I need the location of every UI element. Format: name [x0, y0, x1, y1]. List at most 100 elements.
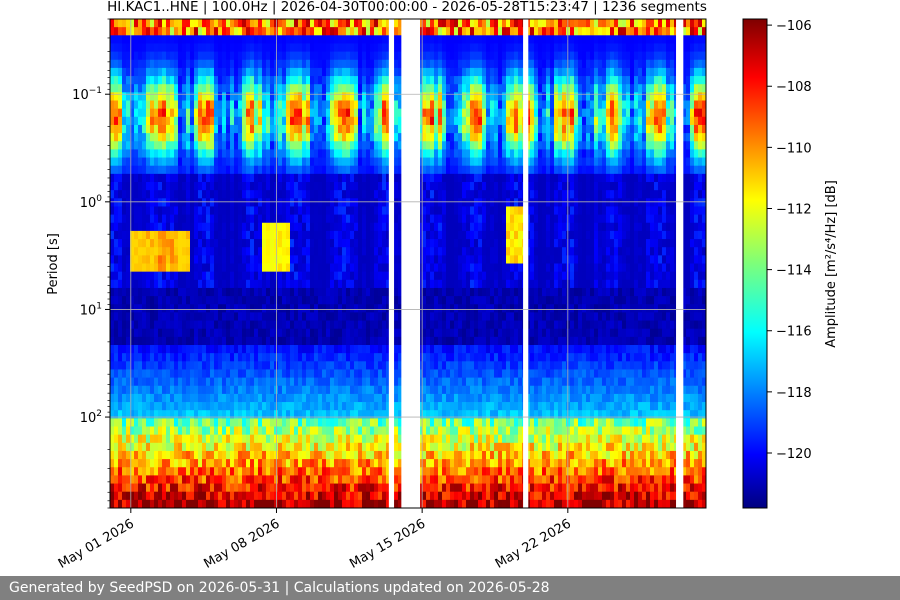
heatmap-cell: [230, 345, 235, 354]
heatmap-cell: [318, 345, 323, 354]
heatmap-cell: [138, 100, 143, 110]
heatmap-cell: [162, 393, 167, 403]
heatmap-cell: [386, 353, 391, 362]
heatmap-cell: [234, 312, 239, 322]
heatmap-cell: [302, 214, 307, 224]
heatmap-cell: [294, 43, 299, 53]
heatmap-cell: [310, 239, 315, 248]
heatmap-cell: [310, 353, 315, 362]
heatmap-cell: [226, 133, 231, 142]
heatmap-cell: [382, 59, 387, 69]
heatmap-cell: [282, 491, 287, 501]
heatmap-cell: [294, 214, 299, 224]
heatmap-cell: [354, 450, 359, 460]
heatmap-cell: [422, 190, 427, 199]
heatmap-cell: [154, 336, 159, 346]
heatmap-cell: [202, 304, 207, 313]
heatmap-cell: [110, 328, 115, 338]
heatmap-cell: [350, 59, 355, 69]
heatmap-cell: [230, 279, 235, 289]
heatmap-cell: [286, 393, 291, 403]
heatmap-cell: [154, 141, 159, 150]
heatmap-cell: [314, 475, 319, 485]
heatmap-cell: [306, 230, 311, 240]
heatmap-cell: [438, 499, 443, 508]
heatmap-cell: [370, 76, 375, 85]
heatmap-cell: [294, 459, 299, 468]
heatmap-cell: [134, 328, 139, 338]
heatmap-cell: [306, 222, 311, 232]
heatmap-cell: [334, 385, 339, 395]
heatmap-cell: [330, 116, 335, 126]
heatmap-cell: [286, 353, 291, 362]
heatmap-cell: [350, 124, 355, 134]
heatmap-cell: [146, 108, 151, 118]
heatmap-cell: [318, 76, 323, 85]
heatmap-cell: [318, 27, 323, 36]
heatmap-cell: [314, 499, 319, 508]
heatmap-cell: [114, 426, 119, 436]
heatmap-cell: [170, 263, 175, 273]
heatmap-cell: [114, 108, 119, 118]
heatmap-cell: [122, 173, 127, 183]
heatmap-cell: [206, 279, 211, 289]
heatmap-cell: [310, 141, 315, 150]
heatmap-cell: [370, 157, 375, 167]
heatmap-cell: [214, 173, 219, 183]
heatmap-cell: [266, 67, 271, 77]
heatmap-cell: [278, 149, 283, 159]
heatmap-cell: [218, 263, 223, 273]
heatmap-cell: [250, 222, 255, 232]
heatmap-cell: [238, 173, 243, 183]
heatmap-cell: [310, 51, 315, 61]
heatmap-cell: [262, 361, 267, 371]
heatmap-cell: [114, 418, 119, 428]
heatmap-cell: [218, 19, 223, 28]
heatmap-cell: [126, 247, 131, 256]
heatmap-cell: [182, 133, 187, 142]
heatmap-cell: [190, 157, 195, 167]
heatmap-cell: [174, 198, 179, 208]
heatmap-cell: [294, 35, 299, 45]
heatmap-cell: [438, 418, 443, 428]
heatmap-cell: [230, 35, 235, 45]
heatmap-cell: [422, 108, 427, 118]
heatmap-cell: [150, 116, 155, 126]
heatmap-cell: [330, 345, 335, 354]
heatmap-cell: [382, 76, 387, 85]
heatmap-cell: [294, 491, 299, 501]
heatmap-cell: [314, 198, 319, 208]
heatmap-cell: [438, 491, 443, 501]
heatmap-cell: [378, 247, 383, 256]
heatmap-cell: [142, 239, 147, 248]
heatmap-cell: [366, 475, 371, 485]
heatmap-cell: [210, 141, 215, 150]
heatmap-cell: [154, 59, 159, 69]
heatmap-cell: [426, 385, 431, 395]
heatmap-cell: [234, 255, 239, 265]
heatmap-cell: [158, 76, 163, 85]
heatmap-cell: [258, 263, 263, 273]
heatmap-cell: [374, 230, 379, 240]
heatmap-cell: [134, 198, 139, 208]
heatmap-cell: [126, 51, 131, 61]
heatmap-cell: [286, 27, 291, 36]
heatmap-cell: [370, 149, 375, 159]
heatmap-cell: [434, 426, 439, 436]
heatmap-cell: [378, 116, 383, 126]
heatmap-cell: [278, 19, 283, 28]
heatmap-cell: [258, 182, 263, 191]
heatmap-cell: [326, 76, 331, 85]
heatmap-cell: [206, 410, 211, 419]
heatmap-cell: [282, 84, 287, 93]
heatmap-cell: [314, 190, 319, 199]
heatmap-cell: [254, 483, 259, 493]
heatmap-cell: [206, 442, 211, 452]
heatmap-cell: [122, 263, 127, 273]
heatmap-cell: [310, 255, 315, 265]
heatmap-cell: [290, 133, 295, 142]
heatmap-cell: [226, 157, 231, 167]
heatmap-cell: [166, 336, 171, 346]
heatmap-cell: [170, 393, 175, 403]
heatmap-cell: [246, 320, 251, 330]
